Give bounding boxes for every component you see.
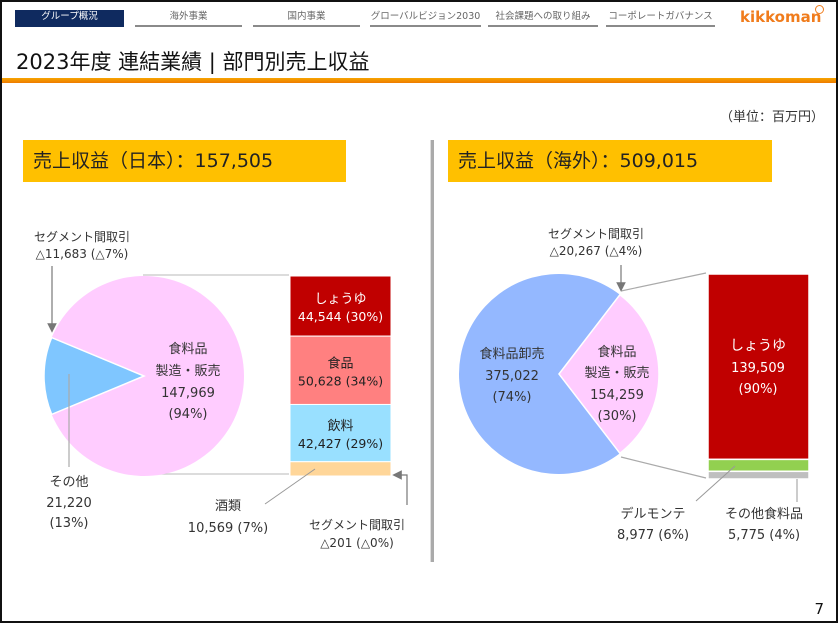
japan-liquor-leader xyxy=(264,468,316,505)
overseas-connector-bottom xyxy=(620,456,707,479)
overseas-soy-label: しょうゆ xyxy=(730,338,786,354)
japan-header-label: 売上収益（日本） xyxy=(33,150,176,172)
nav-tab-governance[interactable]: コーポレートガバナンス xyxy=(606,10,715,27)
bar-seg-beverage xyxy=(289,403,392,463)
japan-liquor-label: 酒類 xyxy=(215,499,241,514)
japan-liquor-value: 10,569 (7%) xyxy=(188,521,268,536)
overseas-other-food-value: 5,775 (4%) xyxy=(728,528,800,543)
nav-tab-global-vision[interactable]: グローバルビジョン2030 xyxy=(370,10,481,27)
japan-other-value: 21,220 xyxy=(46,496,92,511)
japan-other-label: その他 xyxy=(49,475,88,490)
bar-seg-beverage-label: 飲料 xyxy=(327,418,353,434)
logo-mark-icon xyxy=(815,5,824,14)
section-divider xyxy=(430,140,434,562)
overseas-delmonte-leader xyxy=(695,465,736,502)
overseas-wholesale-pct: (74%) xyxy=(492,390,531,405)
bar-seg-beverage-value: 42,427 (29%) xyxy=(298,436,383,451)
pie-slice-food-mfg-overseas xyxy=(558,293,660,455)
bar-seg-food-label: 食品 xyxy=(327,355,353,371)
overseas-header-value: ：509,015 xyxy=(600,150,699,172)
overseas-chart: 食料品卸売 375,022 (74%) 食料品 製造・販売 154,259 (3… xyxy=(458,227,810,543)
page-title: 2023年度 連結業績 | 部門別売上収益 xyxy=(16,50,370,74)
overseas-elim-label: セグメント間取引 xyxy=(548,227,644,241)
japan-stacked-bar: しょうゆ 44,544 (30%) 食品 50,628 (34%) 飲料 42,427 (… xyxy=(289,275,392,477)
overseas-wholesale-value: 375,022 xyxy=(485,369,539,384)
overseas-soy-value: 139,509 xyxy=(731,361,785,376)
japan-other-pct: (13%) xyxy=(49,516,88,531)
pie-slice-wholesale xyxy=(458,274,620,474)
overseas-food-mfg-label-1: 食料品 xyxy=(597,344,636,360)
overseas-soy-pct: (90%) xyxy=(738,382,777,397)
overseas-revenue-header: 売上収益（海外）：509,015 xyxy=(448,140,772,182)
bar-seg-soy-sauce-overseas xyxy=(707,273,810,461)
bar-seg-soy-sauce-value: 44,544 (30%) xyxy=(298,309,383,324)
japan-food-mfg-label-2: 製造・販売 xyxy=(155,363,220,379)
bar-seg-liquor xyxy=(289,461,392,477)
nav-tab-group-overview[interactable]: グループ概況 xyxy=(15,10,124,27)
japan-food-mfg-label-1: 食料品 xyxy=(168,341,207,357)
overseas-food-mfg-pct: (30%) xyxy=(597,409,636,424)
title-underline xyxy=(2,78,836,83)
japan-chart: しょうゆ 44,544 (30%) 食品 50,628 (34%) 飲料 42,427 (… xyxy=(34,230,408,550)
nav-tab-overseas[interactable]: 海外事業 xyxy=(135,10,242,27)
page-number: 7 xyxy=(814,600,824,618)
bar-seg-soy-sauce xyxy=(289,275,392,337)
overseas-pie xyxy=(458,274,660,474)
kikkoman-logo: kikkoman xyxy=(740,8,822,26)
japan-bar-elim-value: △201 (△0%) xyxy=(320,536,394,550)
bar-seg-food xyxy=(289,335,392,405)
japan-bar-elim-label: セグメント間取引 xyxy=(309,518,405,532)
overseas-delmonte-value: 8,977 (6%) xyxy=(617,528,689,543)
overseas-connector-top xyxy=(620,272,707,292)
japan-food-mfg-value: 147,969 xyxy=(161,386,215,401)
overseas-header-label: 売上収益（海外） xyxy=(458,150,601,172)
japan-elim-label: セグメント間取引 xyxy=(34,230,130,244)
japan-header-value: ：157,505 xyxy=(175,150,274,172)
bar-seg-other-food xyxy=(707,470,810,480)
bar-seg-delmonte xyxy=(707,458,810,473)
japan-bar-elim-arrow xyxy=(392,470,408,505)
japan-revenue-header: 売上収益（日本）：157,505 xyxy=(23,140,346,182)
bar-seg-soy-sauce-label: しょうゆ xyxy=(314,292,366,307)
overseas-elim-value: △20,267 (△4%) xyxy=(550,244,643,258)
nav-tab-domestic[interactable]: 国内事業 xyxy=(253,10,360,27)
overseas-food-mfg-value: 154,259 xyxy=(590,388,644,403)
overseas-other-food-label: その他食料品 xyxy=(725,506,803,522)
pie-slice-food-mfg xyxy=(51,276,245,477)
overseas-delmonte-label: デルモンテ xyxy=(620,506,685,522)
bar-seg-food-value: 50,628 (34%) xyxy=(298,373,383,388)
overseas-food-mfg-label-2: 製造・販売 xyxy=(584,365,649,381)
japan-food-mfg-pct: (94%) xyxy=(168,407,207,422)
japan-elim-value: △11,683 (△7%) xyxy=(36,247,129,261)
overseas-stacked-bar xyxy=(707,273,810,480)
nav-tab-social-issues[interactable]: 社会課題への取り組み xyxy=(488,10,598,27)
unit-label: （単位：百万円） xyxy=(719,110,824,125)
overseas-wholesale-label: 食料品卸売 xyxy=(479,346,544,362)
